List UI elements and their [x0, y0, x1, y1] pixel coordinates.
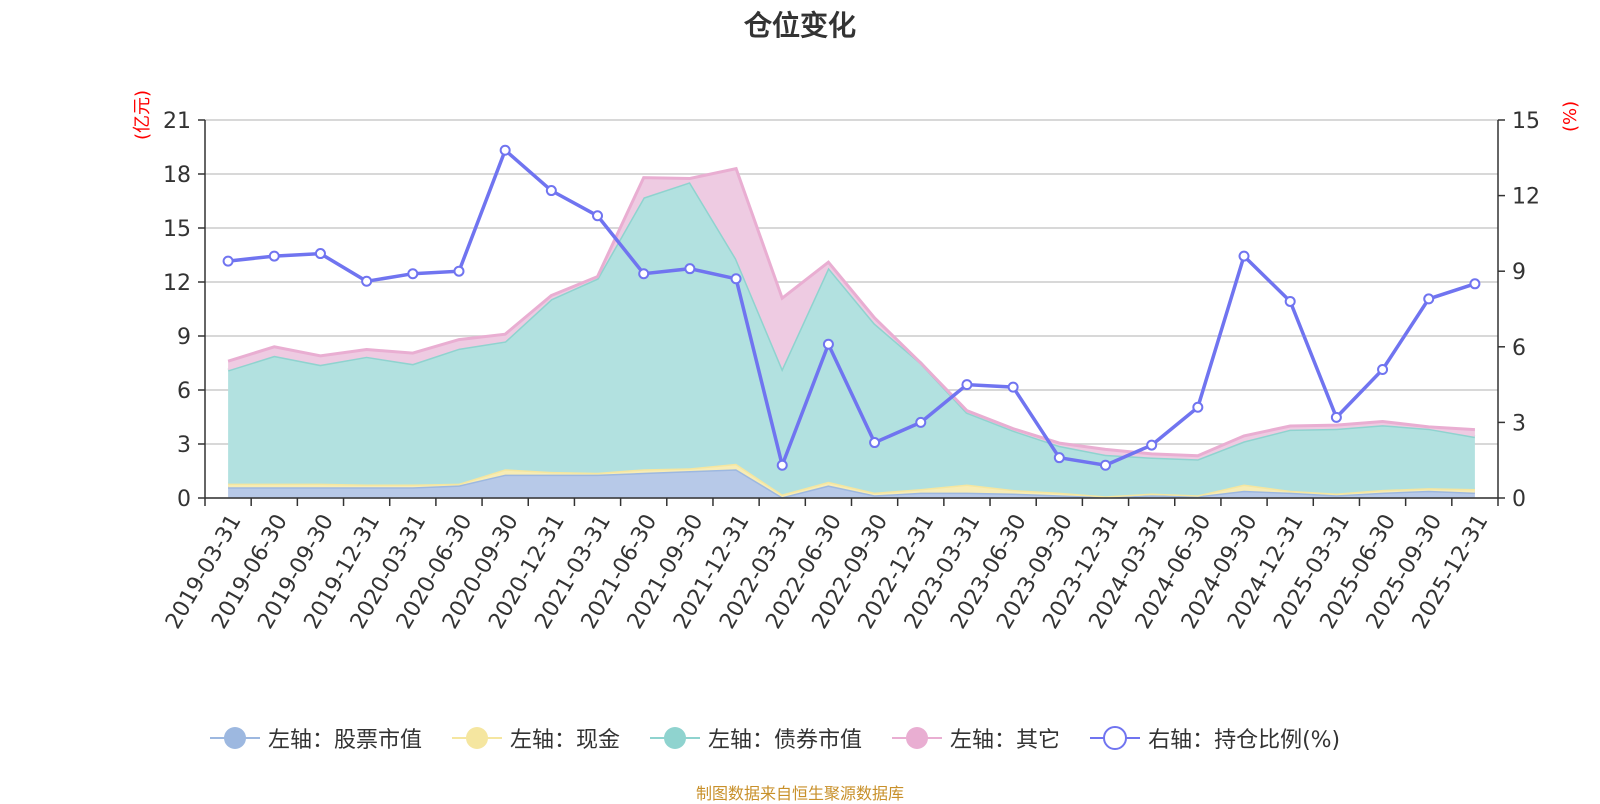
ratio-point — [822, 338, 834, 350]
right-tick-label: 9 — [1512, 260, 1526, 285]
ratio-point — [1423, 293, 1435, 305]
legend-bond-icon — [650, 727, 701, 749]
area-series — [227, 166, 1476, 499]
ratio-point — [268, 250, 280, 262]
left-tick-label: 9 — [177, 325, 191, 350]
ratio-point — [453, 265, 465, 277]
legend-item-stock[interactable]: 左轴：股票市值 — [210, 722, 422, 754]
right-tick-label: 12 — [1512, 185, 1540, 210]
left-axis-unit: (亿元) — [132, 89, 153, 140]
ratio-point — [1284, 295, 1296, 307]
right-tick-label: 15 — [1512, 109, 1540, 134]
ratio-point — [592, 210, 604, 222]
ratio-point — [1377, 363, 1389, 375]
ratio-line-series — [222, 144, 1481, 472]
legend-label: 左轴：股票市值 — [268, 728, 423, 753]
ratio-point — [1053, 452, 1065, 464]
ratio-point — [545, 185, 557, 197]
legend-stock-icon — [210, 727, 260, 749]
ratio-point — [915, 416, 927, 428]
legend-item-other[interactable]: 左轴：其它 — [892, 722, 1060, 754]
ratio-point — [222, 255, 234, 267]
left-tick-label: 18 — [163, 163, 191, 188]
legend-label: 右轴：持仓比例(%) — [1148, 728, 1341, 753]
legend-label: 左轴：现金 — [510, 728, 621, 753]
right-tick-label: 3 — [1512, 411, 1526, 436]
ratio-point — [684, 263, 696, 275]
area-edge-左轴：其它 — [227, 166, 1475, 458]
ratio-point — [499, 144, 511, 156]
ratio-point — [314, 248, 326, 260]
ratio-point — [638, 268, 650, 280]
ratio-point — [869, 437, 881, 449]
ratio-point — [730, 273, 742, 285]
legend-other-icon — [892, 727, 943, 749]
legend-label: 左轴：债券市值 — [708, 728, 863, 753]
ratio-point — [1192, 401, 1204, 413]
ratio-point — [407, 268, 419, 280]
legend: 左轴：股票市值 左轴：现金 左轴：债券市值 左轴：其它 右轴：持仓比例(%) — [210, 722, 1340, 754]
ratio-point — [1238, 250, 1250, 262]
legend-item-ratio[interactable]: 右轴：持仓比例(%) — [1090, 722, 1340, 754]
ratio-point — [1099, 459, 1111, 471]
right-tick-label: 0 — [1512, 487, 1526, 512]
legend-ratio-icon — [1090, 726, 1141, 750]
left-tick-label: 12 — [163, 271, 191, 296]
right-tick-label: 6 — [1512, 336, 1526, 361]
right-axis-unit: (%) — [1560, 100, 1581, 132]
left-tick-label: 15 — [163, 217, 191, 242]
ratio-point — [1469, 278, 1481, 290]
left-tick-label: 21 — [163, 109, 191, 134]
source-note: 制图数据来自恒生聚源数据库 — [695, 784, 904, 803]
legend-cash-icon — [452, 727, 503, 749]
left-tick-label: 0 — [177, 487, 191, 512]
ratio-point — [776, 459, 788, 471]
legend-item-cash[interactable]: 左轴：现金 — [452, 722, 620, 754]
area-左轴：股票市值 — [228, 469, 1475, 498]
ratio-point — [1007, 381, 1019, 393]
legend-label: 左轴：其它 — [950, 728, 1061, 753]
area-左轴：债券市值 — [228, 182, 1475, 497]
chart-title: 仓位变化 — [743, 9, 856, 42]
ratio-point — [1330, 411, 1342, 423]
ratio-point — [961, 379, 973, 391]
left-tick-label: 6 — [177, 379, 191, 404]
left-tick-label: 3 — [177, 433, 191, 458]
legend-item-bond[interactable]: 左轴：债券市值 — [650, 722, 862, 754]
ratio-point — [361, 275, 373, 287]
ratio-point — [1146, 439, 1158, 451]
ratio-line — [227, 147, 1476, 472]
